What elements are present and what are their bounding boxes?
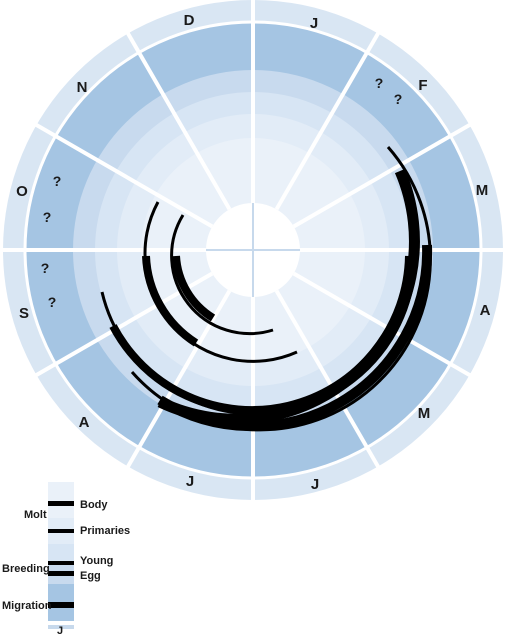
- legend-primaries-label: Primaries: [80, 525, 130, 537]
- outer-separator: [23, 20, 483, 480]
- legend-body-bar: [48, 501, 74, 506]
- legend-egg-bar: [48, 571, 74, 576]
- month-divider: [274, 30, 381, 211]
- legend-migration-bar: [48, 602, 74, 608]
- legend: Molt Body Primaries Breeding Young Egg M…: [2, 482, 130, 637]
- activity-arcs: [100, 146, 433, 432]
- legend-breeding-label: Breeding: [2, 563, 50, 575]
- migration-arc-heavy: [157, 168, 420, 425]
- month-label-jul: J: [186, 473, 194, 490]
- month-dividers: [1, 0, 505, 502]
- unknown-mark: ?: [53, 173, 62, 189]
- legend-young-label: Young: [80, 555, 113, 567]
- legend-body-band: [48, 482, 74, 518]
- month-labels: J F M A M J J A S O N D: [16, 12, 490, 493]
- month-divider: [292, 122, 473, 229]
- legend-month-marker: J: [57, 625, 63, 637]
- month-label-oct: O: [16, 183, 28, 200]
- month-label-aug: A: [79, 414, 90, 431]
- month-divider: [292, 271, 473, 378]
- unknown-mark: ?: [41, 260, 50, 276]
- legend-gap: [48, 621, 74, 625]
- month-label-may: M: [418, 405, 431, 422]
- legend-outer-band: [48, 625, 74, 629]
- unknown-mark: ?: [394, 91, 403, 107]
- month-label-mar: M: [476, 182, 489, 199]
- month-label-dec: D: [184, 12, 195, 29]
- legend-primaries-bar: [48, 529, 74, 533]
- month-divider: [274, 289, 381, 470]
- month-label-jun: J: [311, 476, 319, 493]
- month-divider: [125, 289, 232, 470]
- month-label-nov: N: [77, 79, 88, 96]
- legend-egg-label: Egg: [80, 570, 101, 582]
- legend-young-bar: [48, 561, 74, 565]
- legend-body-label: Body: [80, 499, 108, 511]
- legend-molt-label: Molt: [24, 509, 47, 521]
- legend-young-band: [48, 544, 74, 563]
- month-label-jan: J: [310, 15, 318, 32]
- primaries-molt-arc-heavy: [142, 255, 199, 347]
- month-divider: [33, 122, 214, 229]
- unknown-mark: ?: [375, 75, 384, 91]
- month-label-sep: S: [19, 305, 29, 322]
- unknown-mark: ?: [43, 209, 52, 225]
- unknown-markers: ? ? ? ? ? ?: [41, 75, 403, 310]
- month-label-apr: A: [480, 302, 491, 319]
- unknown-mark: ?: [48, 294, 57, 310]
- month-divider: [125, 30, 232, 211]
- body-molt-arc: [170, 214, 274, 336]
- legend-migration-label: Migration: [2, 600, 52, 612]
- body-molt-arc-heavy: [172, 255, 216, 322]
- month-label-feb: F: [418, 77, 427, 94]
